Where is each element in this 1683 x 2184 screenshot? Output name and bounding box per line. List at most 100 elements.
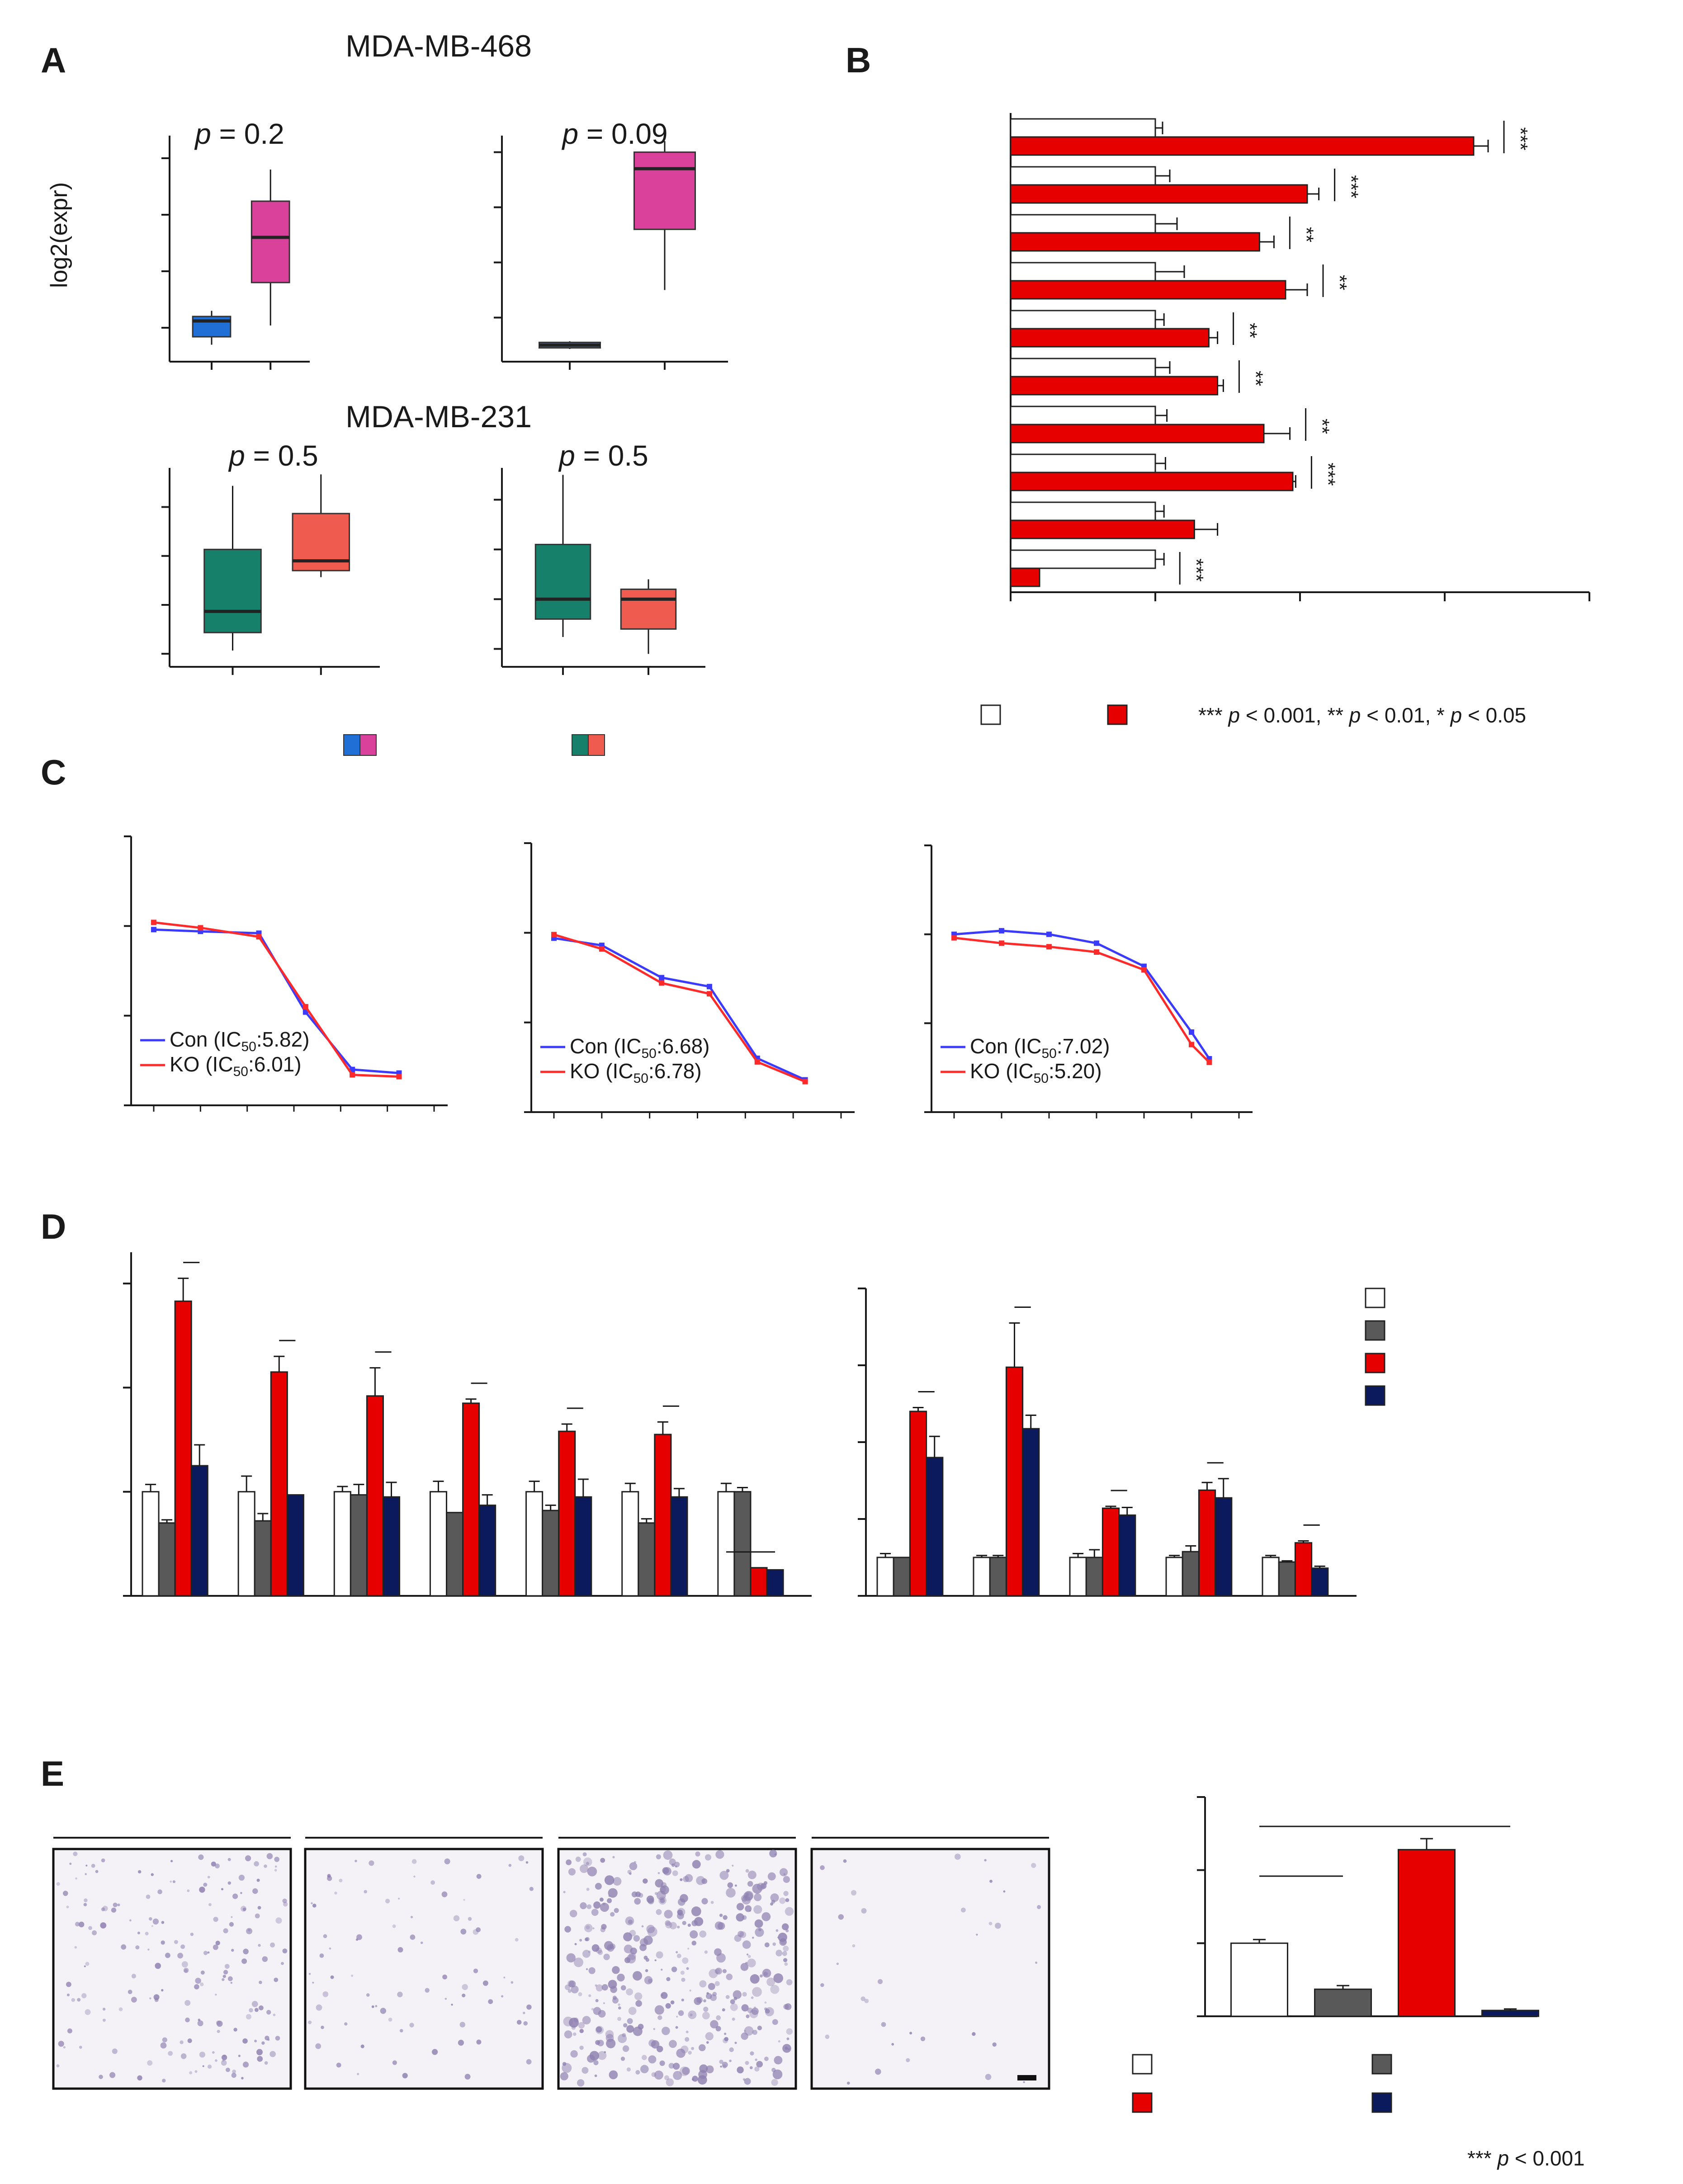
stained-cell (371, 2005, 374, 2008)
legend-swatch (1132, 2092, 1153, 2113)
bar-3 (766, 1569, 784, 1597)
stained-cell (399, 2029, 403, 2033)
stained-cell (612, 1966, 620, 1974)
stained-cell (724, 2033, 727, 2035)
stained-cell (92, 1930, 97, 1935)
bar-0 (1262, 1557, 1280, 1597)
bar-ko (1010, 519, 1195, 539)
stained-cell (265, 2035, 269, 2041)
stained-cell (199, 1887, 205, 1893)
bar-group: ** (1010, 214, 1317, 252)
stained-cell (860, 1996, 865, 2001)
legend-swatch-ko (359, 734, 377, 756)
stained-cell (587, 1867, 597, 1877)
bar-0 (429, 1491, 447, 1597)
stained-cell (81, 1993, 87, 1999)
stained-cell (608, 1895, 611, 1897)
stained-cell (58, 2041, 64, 2047)
bar-group: *** (1010, 549, 1207, 587)
stained-cell (197, 2020, 203, 2026)
curve-con (153, 928, 399, 1075)
stained-cell (696, 1876, 705, 1885)
stained-cell (101, 1907, 105, 1911)
stained-cell (785, 2003, 792, 2010)
stained-cell (200, 1970, 205, 1975)
significance-label: ** (1311, 419, 1333, 434)
data-point-ko (706, 991, 712, 997)
bar-2 (909, 1410, 927, 1597)
stained-cell (511, 1981, 514, 1984)
stained-cell (102, 2019, 106, 2022)
stained-cell (202, 2065, 204, 2067)
stained-cell (752, 1936, 754, 1939)
stained-cell (846, 2081, 850, 2085)
stained-cell (323, 1934, 327, 1939)
panel-a-legend (343, 734, 605, 756)
stained-cell (836, 1962, 839, 1965)
stained-cell (657, 2046, 663, 2052)
stained-cell (131, 1974, 136, 1979)
stained-cell (629, 1929, 636, 1937)
stained-cell (113, 1902, 118, 1907)
stained-cell (646, 1925, 655, 1934)
stained-cell (565, 1984, 571, 1991)
bar-0 (237, 1491, 255, 1597)
stained-cell (501, 1995, 504, 1998)
stained-cell (270, 1942, 275, 1948)
stained-cell (745, 1869, 749, 1873)
legend-sub: 50 (233, 1064, 248, 1079)
stained-cell (787, 2048, 790, 2051)
stained-cell (580, 1902, 587, 1910)
stained-cell (215, 1863, 220, 1868)
data-point-ko (303, 1004, 308, 1009)
stained-cell (85, 1962, 90, 1966)
bar-0 (876, 1557, 894, 1597)
stained-cell (747, 1958, 756, 1967)
stained-cell (77, 1998, 81, 2002)
stained-cell (597, 2051, 607, 2060)
stained-cell (231, 1916, 233, 1918)
stained-cell (747, 1881, 753, 1887)
stained-cell (152, 1918, 159, 1925)
bar-group (1069, 1490, 1136, 1597)
stained-cell (571, 2025, 576, 2030)
significance-footnote: *** p < 0.001, ** p < 0.01, * p < 0.05 (1198, 703, 1526, 727)
stained-cell (705, 2065, 714, 2074)
stained-cell (153, 1994, 160, 2000)
stained-cell (380, 2008, 386, 2014)
stained-cell (160, 2042, 167, 2049)
stained-cell (624, 1957, 631, 1963)
bar-group (333, 1351, 401, 1597)
stained-cell (170, 1860, 173, 1863)
stained-cell (719, 1871, 729, 1880)
legend-swatch (1365, 1353, 1385, 1373)
stained-cell (909, 2032, 912, 2035)
stained-cell (861, 1908, 867, 1914)
footnote-part: *** (1198, 703, 1223, 727)
stained-cell (231, 2073, 236, 2078)
bar-1 (542, 1509, 560, 1597)
stained-cell (747, 1955, 751, 1958)
stained-cell (444, 1998, 447, 2000)
stained-cell (516, 2020, 522, 2025)
stained-cell (656, 1951, 663, 1959)
stained-cell (351, 1974, 354, 1977)
legend-suffix: :5.20) (1049, 1059, 1102, 1083)
stained-cell (786, 1979, 793, 1986)
stained-cell (843, 1859, 847, 1863)
stained-cell (764, 1942, 770, 1948)
panel-d: D (41, 1207, 1385, 1597)
stained-cell (774, 2056, 783, 2065)
stained-cell (392, 1924, 396, 1928)
stained-cell (560, 2072, 568, 2080)
bar-1 (989, 1557, 1007, 1597)
stained-cell (669, 1859, 676, 1865)
bar-group (1262, 1524, 1329, 1597)
stained-cell (750, 1974, 760, 1984)
stained-cell (682, 1921, 686, 1925)
stained-cell (734, 2042, 737, 2044)
stained-cell (579, 2045, 584, 2050)
stained-cell (634, 1992, 643, 2000)
stained-cell (750, 2051, 754, 2056)
stained-cell (232, 2069, 236, 2074)
